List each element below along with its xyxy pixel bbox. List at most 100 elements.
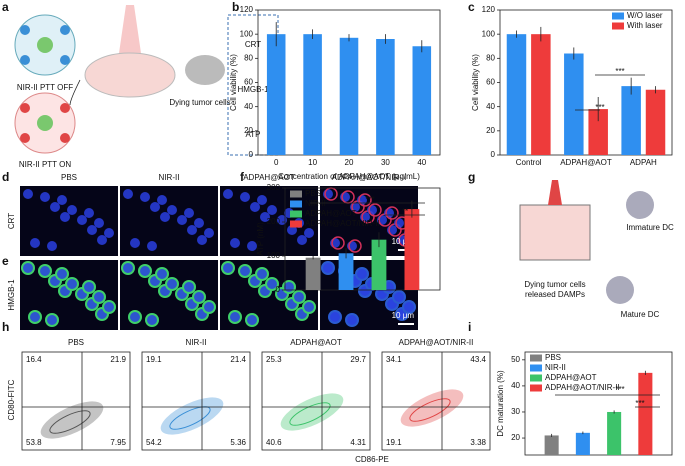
panel-label: e [2, 254, 9, 268]
nucleus [94, 292, 104, 302]
panel-label: d [2, 170, 9, 184]
y-tick-label: 60 [486, 78, 495, 87]
bar [266, 34, 286, 155]
laser [548, 180, 562, 205]
x-tick-label: 40 [417, 158, 426, 167]
quadrant-value: 7.95 [110, 438, 126, 447]
bar [338, 253, 354, 290]
y-tick-label: 20 [244, 126, 253, 135]
bar [588, 109, 608, 155]
nucleus [47, 315, 57, 325]
mature-dc [606, 276, 634, 304]
y-axis-label: ATP (nM) [256, 222, 265, 256]
immature-dc [626, 191, 654, 219]
panel-label: i [468, 320, 471, 334]
nucleus [157, 269, 167, 279]
nucleus [284, 282, 294, 292]
crt [385, 206, 399, 220]
flow-cloud [40, 401, 104, 439]
h-x-label: CD86-PE [355, 455, 389, 464]
nucleus [167, 205, 177, 215]
nucleus [323, 263, 333, 273]
y-tick-label: 50 [511, 355, 520, 364]
y-tick-label: 120 [482, 5, 496, 14]
y-tick-label: 40 [511, 381, 520, 390]
nucleus [194, 292, 204, 302]
damp: HMGB-1 [237, 85, 269, 94]
y-tick-label: 80 [244, 53, 253, 62]
column-title: PBS [61, 173, 77, 182]
bar [412, 46, 432, 155]
nucleus [47, 241, 57, 251]
nucleus [223, 189, 233, 199]
nucleus [30, 238, 40, 248]
legend-label: NIR-II [305, 199, 326, 208]
nucleus [294, 292, 304, 302]
nucleus [267, 279, 277, 289]
y-tick-label: 100 [482, 29, 496, 38]
flow-core [169, 406, 211, 430]
panel-label: b [232, 0, 239, 14]
released-label: Dying tumor cells released DAMPs [524, 280, 585, 299]
legend-label: ADPAH@AOT/NIR-II [305, 219, 380, 228]
nucleus [77, 215, 87, 225]
y-tick-label: 300 [267, 183, 281, 192]
damp: CRT [245, 40, 261, 49]
nucleus [160, 212, 170, 222]
legend-label: W/O laser [627, 11, 663, 20]
column-title: ADPAH@AOT [243, 173, 295, 182]
nucleus [230, 238, 240, 248]
legend-swatch [290, 220, 302, 228]
column-title: ADPAH@AOT/NIR-II [332, 173, 407, 182]
nucleus [204, 228, 214, 238]
x-tick-label: ADPAH [630, 158, 657, 167]
y-tick-label: 40 [244, 102, 253, 111]
nucleus [247, 241, 257, 251]
nucleus [187, 225, 197, 235]
nucleus [140, 192, 150, 202]
significance: *** [595, 103, 604, 112]
panel-label: g [468, 170, 475, 184]
immature-label: Immature DC [626, 223, 674, 232]
nucleus [404, 302, 414, 312]
nucleus [140, 266, 150, 276]
x-tick-label: 0 [274, 158, 279, 167]
y-axis-label: Cell viability (%) [471, 54, 480, 111]
legend-swatch [530, 384, 542, 392]
laser [118, 5, 142, 60]
nucleus [67, 205, 77, 215]
y-tick-label: 20 [486, 126, 495, 135]
y-tick-label: 100 [267, 251, 281, 260]
off-label: NIR-II PTT OFF [17, 83, 73, 92]
x-tick-label: 10 [308, 158, 317, 167]
bar [506, 34, 527, 155]
significance: *** [365, 195, 374, 204]
x-tick-label: Control [516, 158, 542, 167]
legend-swatch [530, 354, 542, 362]
panel-label: f [240, 170, 245, 184]
arrow [69, 79, 81, 106]
beaker [519, 204, 591, 261]
nucleus [84, 282, 94, 292]
on-label: NIR-II PTT ON [19, 160, 72, 169]
quadrant-value: 25.3 [266, 355, 282, 364]
nucleus [184, 208, 194, 218]
damp: ATP [246, 130, 261, 139]
bar [531, 34, 551, 155]
nucleus [97, 235, 107, 245]
nucleus [240, 266, 250, 276]
nucleus [57, 269, 67, 279]
nucleus [123, 263, 133, 273]
legend-swatch [612, 22, 624, 30]
bar [645, 89, 666, 155]
y-tick-label: 0 [276, 285, 281, 294]
nucleus [257, 269, 267, 279]
flow-cloud [280, 393, 344, 431]
legend-label: ADPAH@AOT [305, 209, 357, 218]
nucleus [147, 241, 157, 251]
panel-g-art [519, 180, 654, 304]
y-tick-label: 0 [249, 150, 254, 159]
y-tick-label: 30 [511, 407, 520, 416]
nucleus [84, 208, 94, 218]
